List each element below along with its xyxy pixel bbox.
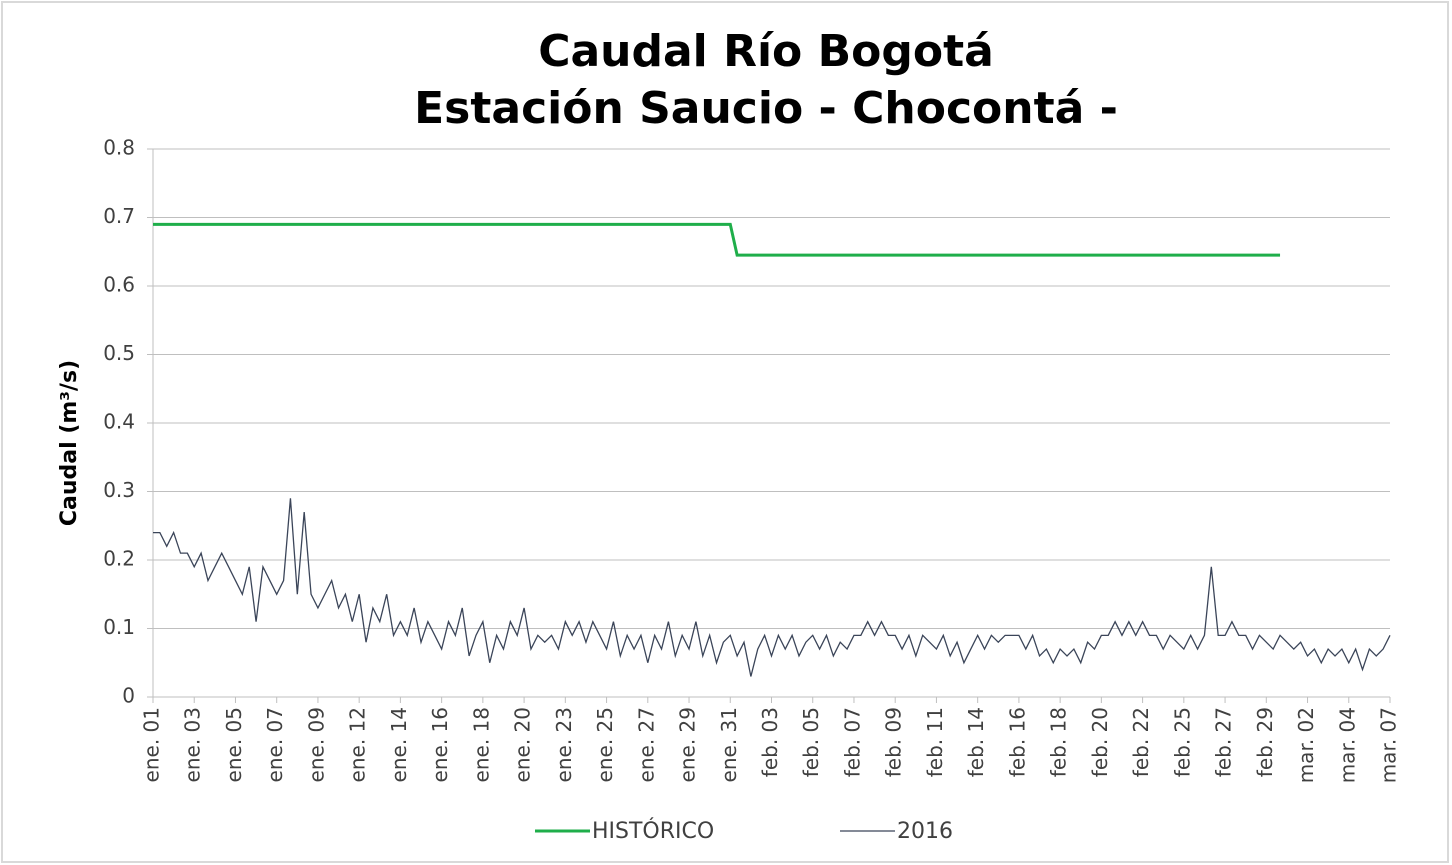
x-tick-label: ene. 23 [552,707,576,782]
y-tick-label: 0.1 [103,615,135,639]
x-tick-label: ene. 07 [263,707,287,782]
line-series [153,498,1391,677]
x-tick-label: ene. 12 [346,707,370,782]
y-tick-label: 0.3 [103,478,135,502]
x-tick-label: feb. 27 [1212,707,1236,777]
x-tick-label: ene. 09 [304,707,328,782]
x-tick-label: feb. 29 [1253,707,1277,777]
x-tick-label: mar. 02 [1294,707,1318,783]
legend-label: 2016 [897,819,953,844]
x-tick-label: feb. 16 [1005,707,1029,777]
y-tick-label: 0.6 [103,273,135,297]
x-tick-label: feb. 05 [799,707,823,777]
x-tick-label: ene. 20 [511,707,535,782]
x-tick-label: ene. 03 [181,707,205,782]
chart-subtitle: Estación Saucio - Chocontá - [414,83,1118,134]
x-tick-label: feb. 09 [882,707,906,777]
x-tick-label: feb. 11 [923,707,947,777]
y-tick-label: 0.8 [103,136,135,160]
x-tick-label: feb. 20 [1088,707,1112,777]
legend-label: HISTÓRICO [592,818,714,844]
y-tick-label: 0.5 [103,341,135,365]
chart-title: Caudal Río Bogotá [538,26,994,77]
y-tick-label: 0.7 [103,204,135,228]
x-tick-label: ene. 05 [222,707,246,782]
y-tick-label: 0.4 [103,410,135,434]
y-tick-label: 0 [122,684,135,708]
x-tick-label: feb. 25 [1170,707,1194,777]
x-tick-label: ene. 14 [387,707,411,782]
x-tick-label: feb. 07 [840,707,864,777]
x-tick-label: ene. 27 [634,707,658,782]
x-tick-label: feb. 03 [758,707,782,777]
x-tick-label: mar. 07 [1377,707,1401,783]
x-tick-label: ene. 01 [140,707,164,782]
x-tick-label: feb. 18 [1047,707,1071,777]
x-tick-label: ene. 31 [717,707,741,782]
y-axis-label: Caudal (m³/s) [57,360,82,526]
x-tick-label: ene. 25 [593,707,617,782]
x-tick-label: feb. 22 [1129,707,1153,777]
x-tick-label: mar. 04 [1335,707,1359,783]
x-tick-label: ene. 29 [676,707,700,782]
x-tick-label: feb. 14 [964,707,988,777]
x-tick-label: ene. 16 [428,707,452,782]
y-tick-label: 0.2 [103,547,135,571]
line-series [153,222,1281,257]
x-tick-label: ene. 18 [469,707,493,782]
